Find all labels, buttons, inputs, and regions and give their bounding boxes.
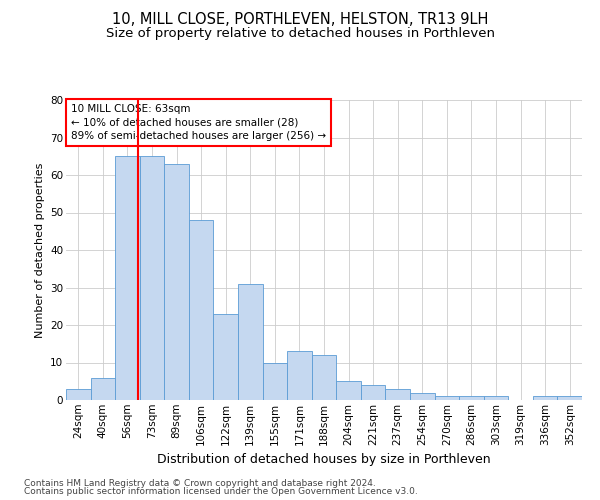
Text: Contains HM Land Registry data © Crown copyright and database right 2024.: Contains HM Land Registry data © Crown c… (24, 478, 376, 488)
Bar (336, 381, 361, 400)
X-axis label: Distribution of detached houses by size in Porthleven: Distribution of detached houses by size … (157, 453, 491, 466)
Bar (164, 164, 189, 400)
Bar (410, 392, 434, 400)
Text: Size of property relative to detached houses in Porthleven: Size of property relative to detached ho… (106, 28, 494, 40)
Bar (287, 351, 312, 400)
Bar (91, 378, 115, 400)
Y-axis label: Number of detached properties: Number of detached properties (35, 162, 44, 338)
Bar (115, 156, 140, 400)
Text: Contains public sector information licensed under the Open Government Licence v3: Contains public sector information licen… (24, 487, 418, 496)
Bar (263, 362, 287, 400)
Bar (361, 385, 385, 400)
Bar (189, 220, 214, 400)
Bar (66, 389, 91, 400)
Bar (312, 355, 336, 400)
Bar (484, 396, 508, 400)
Bar (238, 284, 263, 400)
Text: 10 MILL CLOSE: 63sqm
← 10% of detached houses are smaller (28)
89% of semi-detac: 10 MILL CLOSE: 63sqm ← 10% of detached h… (71, 104, 326, 141)
Bar (459, 396, 484, 400)
Bar (533, 396, 557, 400)
Bar (434, 396, 459, 400)
Text: 10, MILL CLOSE, PORTHLEVEN, HELSTON, TR13 9LH: 10, MILL CLOSE, PORTHLEVEN, HELSTON, TR1… (112, 12, 488, 28)
Bar (385, 389, 410, 400)
Bar (214, 314, 238, 400)
Bar (140, 156, 164, 400)
Bar (557, 396, 582, 400)
